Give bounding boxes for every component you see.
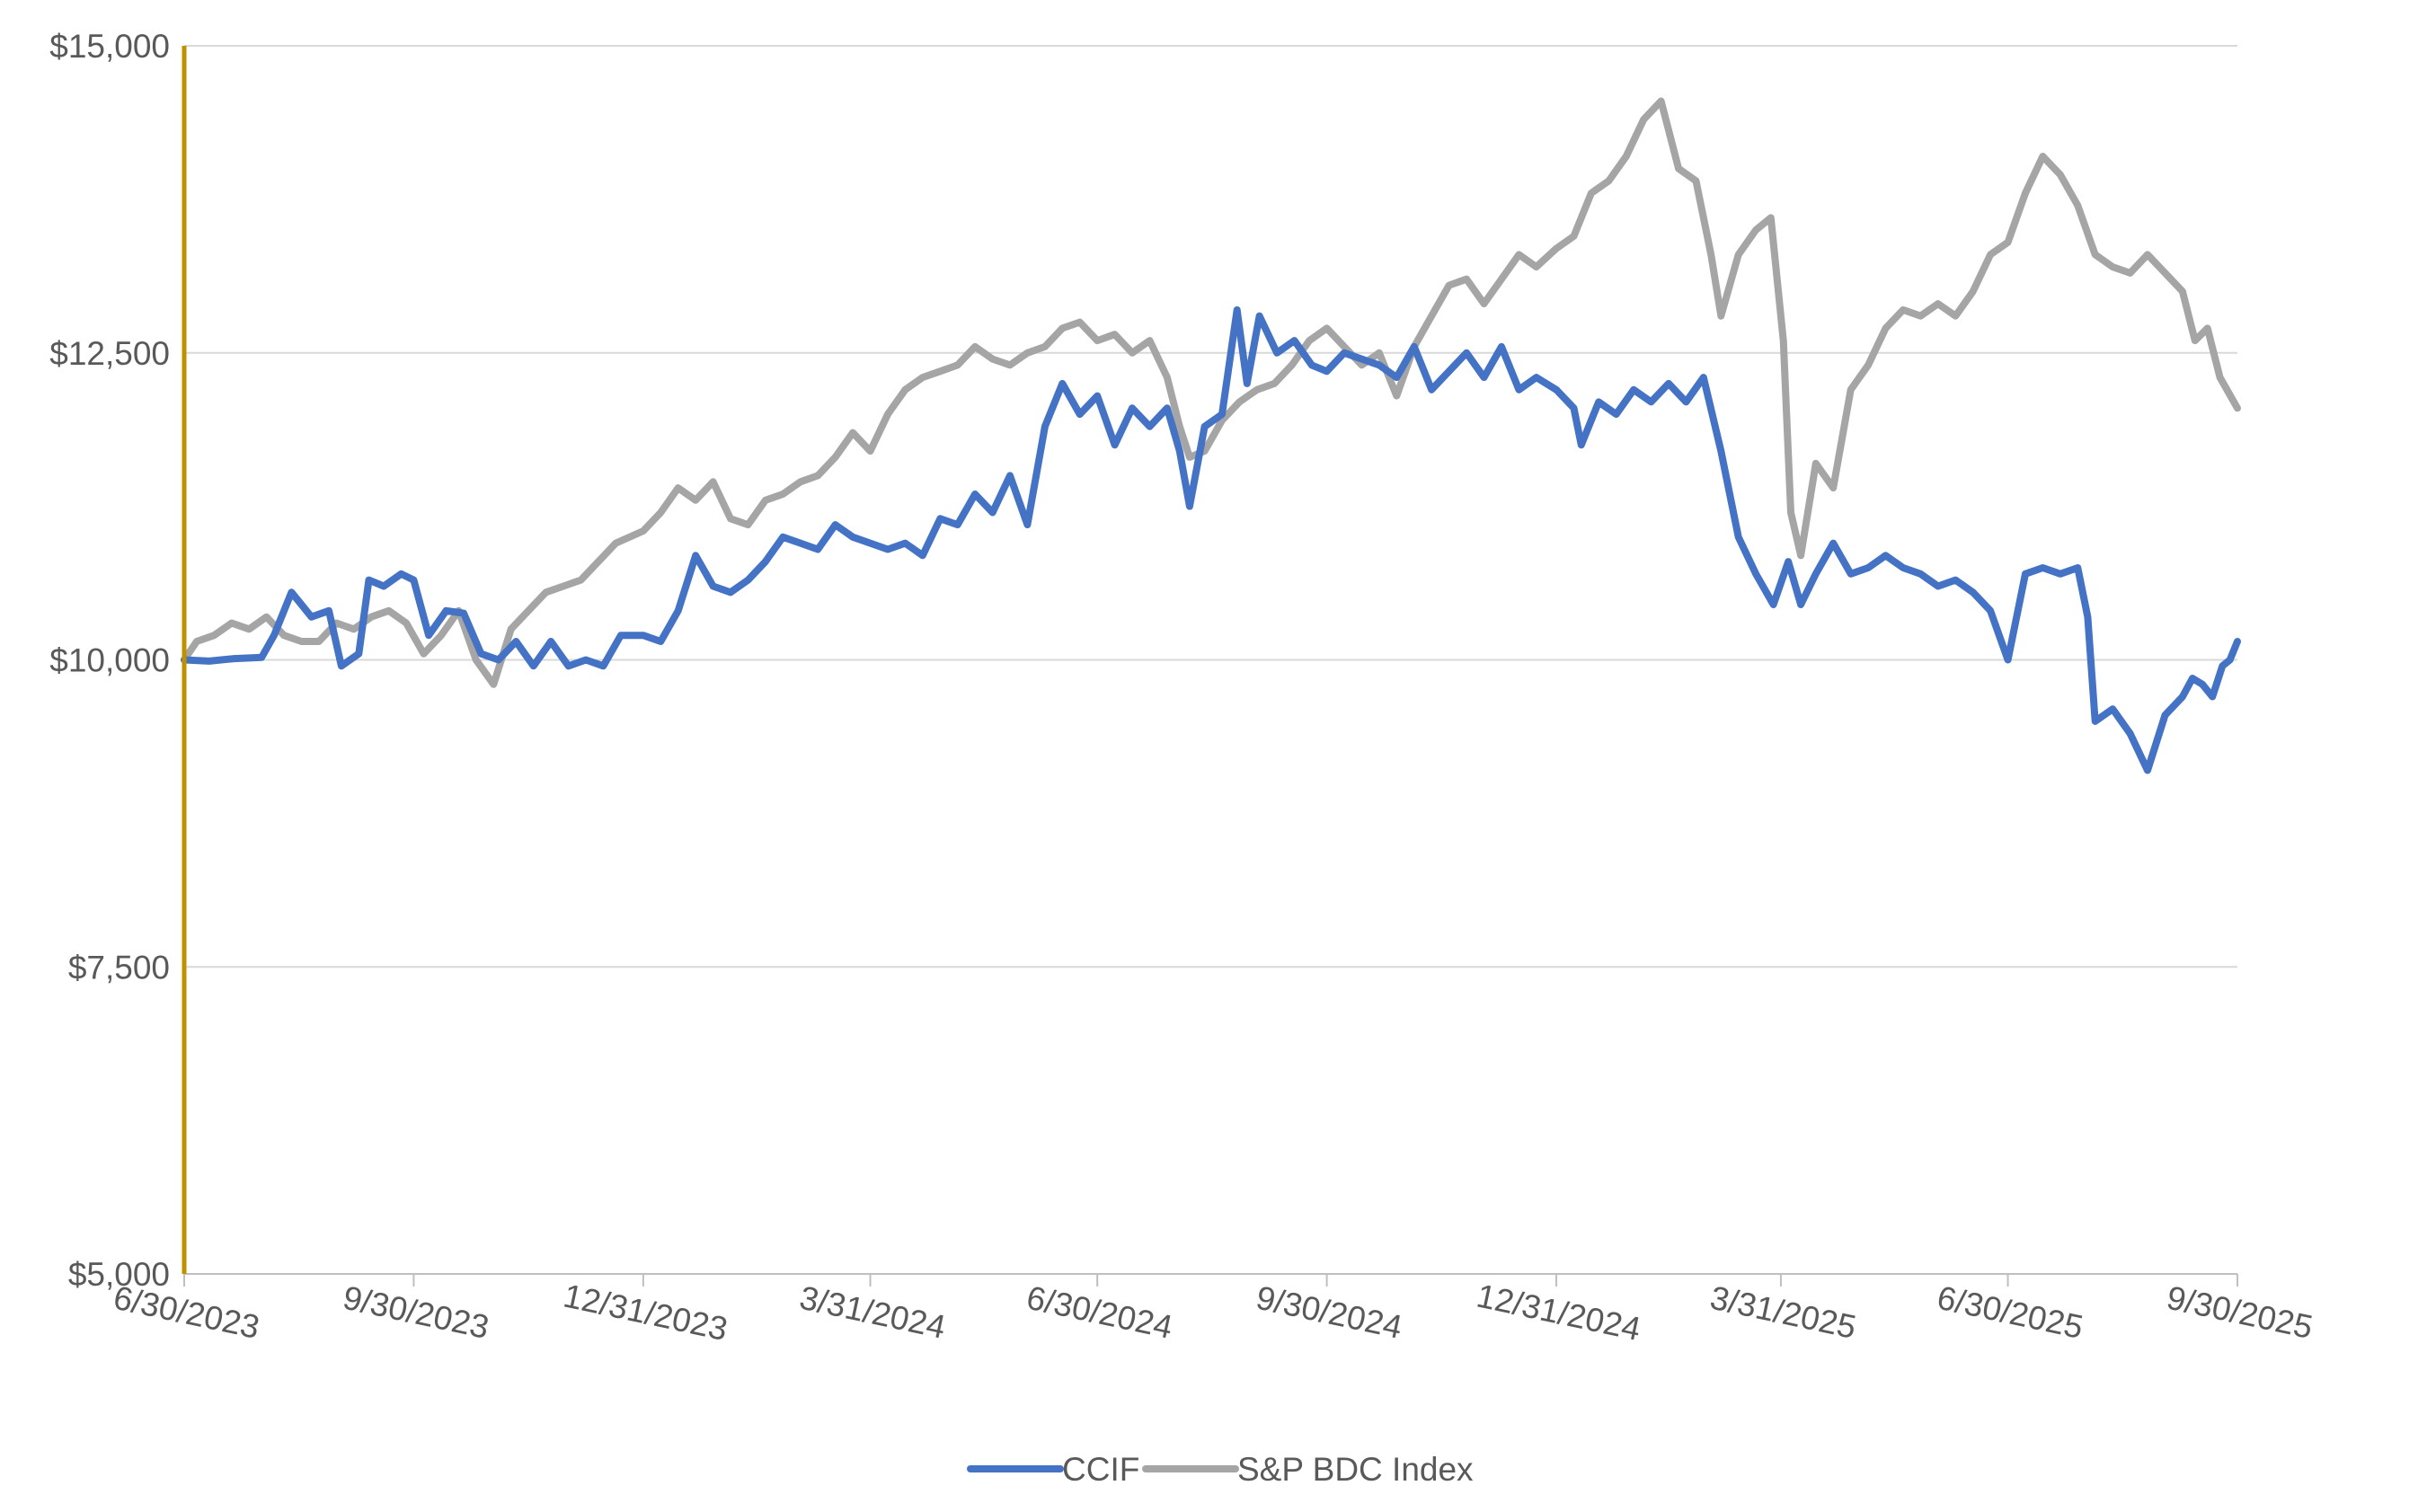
- axes: [183, 1273, 2238, 1287]
- x-tick-label: 6/30/2025: [1934, 1279, 2086, 1346]
- x-tick-label: 12/31/2024: [1474, 1277, 1644, 1348]
- legend: CCIF S&P BDC Index: [967, 1451, 1474, 1488]
- x-tick-label: 6/30/2023: [111, 1279, 263, 1346]
- x-tick-label: 6/30/2024: [1023, 1279, 1176, 1346]
- x-tick-label: 3/31/2024: [796, 1279, 949, 1346]
- tick-labels: $5,000 $7,500 $10,000 $12,500 $15,000 6/30/20…: [49, 28, 2316, 1348]
- y-tick-label: $5,000: [68, 1256, 170, 1293]
- y-tick-label: $10,000: [49, 642, 170, 679]
- series-lines: [181, 46, 2241, 1274]
- sp-bdc-index-series-line: [181, 97, 2241, 688]
- y-tick-label: $7,500: [68, 949, 170, 986]
- y-tick-label: $15,000: [49, 28, 170, 65]
- x-tick-label: 9/30/2025: [2164, 1279, 2316, 1346]
- y-tick-label: $12,500: [49, 335, 170, 372]
- gridlines: [184, 45, 2237, 968]
- legend-label: CCIF: [1062, 1451, 1139, 1488]
- legend-label: S&P BDC Index: [1237, 1451, 1474, 1488]
- ccif-series-line: [181, 305, 2241, 774]
- x-tick-label: 3/31/2025: [1707, 1279, 1860, 1346]
- x-tick-label: 9/30/2023: [340, 1279, 492, 1346]
- x-tick-label: 12/31/2023: [561, 1277, 731, 1348]
- x-tick-label: 9/30/2024: [1253, 1279, 1405, 1346]
